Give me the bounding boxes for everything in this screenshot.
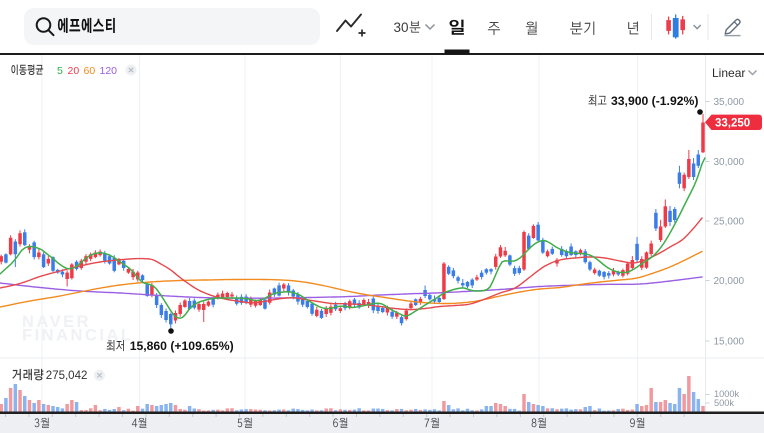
svg-text:30,000: 30,000 <box>714 157 745 168</box>
svg-text:35,000: 35,000 <box>714 97 745 108</box>
svg-text:15,000: 15,000 <box>714 337 745 348</box>
svg-text:500k: 500k <box>714 398 734 408</box>
svg-text:120: 120 <box>100 65 118 77</box>
svg-text:60: 60 <box>84 65 96 77</box>
svg-text:FINANCIAL: FINANCIAL <box>22 327 133 345</box>
svg-text:15,860 (+109.65%): 15,860 (+109.65%) <box>130 339 234 353</box>
svg-text:Linear: Linear <box>712 66 745 80</box>
svg-text:20: 20 <box>68 65 80 77</box>
svg-text:1000k: 1000k <box>714 389 739 399</box>
svg-text:275,042: 275,042 <box>46 370 88 382</box>
svg-text:33,250: 33,250 <box>715 118 750 130</box>
svg-text:NAVER: NAVER <box>22 313 91 331</box>
svg-text:33,900 (-1.92%): 33,900 (-1.92%) <box>611 94 698 108</box>
svg-text:30: 30 <box>394 20 409 35</box>
svg-text:25,000: 25,000 <box>714 217 745 228</box>
svg-text:20,000: 20,000 <box>714 276 745 287</box>
svg-text:5: 5 <box>57 65 63 77</box>
